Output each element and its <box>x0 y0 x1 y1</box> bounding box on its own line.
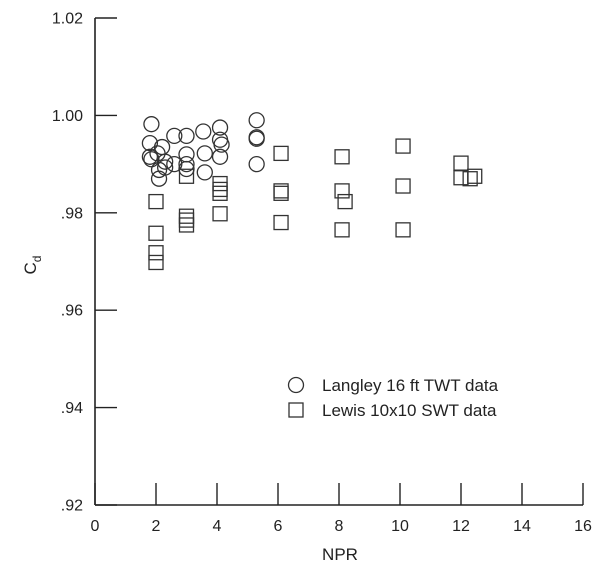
data-point-square <box>395 138 411 154</box>
svg-text:Cd: Cd <box>21 256 44 275</box>
data-point-circle <box>211 119 229 136</box>
x-axis-ticks: 0 2 4 6 8 10 12 14 16 <box>91 483 592 535</box>
data-point-circle <box>248 112 265 129</box>
data-point-circle <box>166 155 183 173</box>
data-point-circle <box>196 164 213 181</box>
y-axis-title-subscript: d <box>30 256 44 263</box>
data-point-circle <box>248 130 265 147</box>
data-point-square <box>273 214 289 231</box>
data-point-square <box>395 222 411 238</box>
x-tick-label: 10 <box>391 518 409 535</box>
data-point-circle <box>248 155 265 173</box>
legend-label-lewis: Lewis 10x10 SWT data <box>322 401 497 420</box>
y-tick-label: .98 <box>61 205 83 222</box>
data-point-square <box>178 212 195 228</box>
y-axis-title: Cd <box>21 256 44 275</box>
data-point-circle <box>196 145 213 162</box>
data-point-circle <box>150 170 168 187</box>
y-tick-label: .96 <box>61 303 83 320</box>
x-tick-label: 0 <box>91 518 100 535</box>
data-point-square <box>148 193 164 210</box>
data-point-square <box>148 254 164 271</box>
data-point-circle <box>141 148 159 165</box>
data-point-square <box>334 222 350 238</box>
legend-marker-square <box>288 402 304 418</box>
data-point-square <box>453 170 469 186</box>
x-tick-label: 6 <box>274 518 283 535</box>
data-point-circle <box>143 116 160 133</box>
y-axis-title-main: C <box>21 262 40 274</box>
data-point-square <box>334 149 350 165</box>
y-axis-ticks: .92 .94 .96 .98 1.00 1.02 <box>52 11 117 515</box>
x-tick-label: 2 <box>152 518 161 535</box>
data-point-square <box>467 168 483 184</box>
data-point-square <box>462 171 478 187</box>
legend-label-langley: Langley 16 ft TWT data <box>322 376 499 395</box>
data-point-square <box>178 208 195 224</box>
x-tick-label: 8 <box>335 518 344 535</box>
data-point-square <box>395 178 411 194</box>
data-point-circle <box>143 151 160 168</box>
data-point-circle <box>178 155 195 173</box>
data-point-square <box>273 185 289 201</box>
y-tick-label: 1.02 <box>52 11 83 28</box>
data-point-square <box>212 181 228 198</box>
legend: Langley 16 ft TWT data Lewis 10x10 SWT d… <box>287 376 499 420</box>
x-tick-label: 12 <box>452 518 470 535</box>
data-point-circle <box>156 153 174 170</box>
data-point-circle <box>211 148 229 165</box>
y-tick-label: .92 <box>61 498 83 515</box>
data-points <box>141 112 483 271</box>
data-point-square <box>148 245 164 261</box>
data-point-square <box>178 217 195 233</box>
data-point-square <box>453 155 469 171</box>
x-tick-label: 16 <box>574 518 592 535</box>
x-tick-label: 4 <box>213 518 222 535</box>
data-point-circle <box>178 127 195 145</box>
data-point-square <box>212 185 228 201</box>
data-point-square <box>178 168 195 184</box>
y-tick-label: 1.00 <box>52 108 83 125</box>
axes <box>94 18 583 506</box>
data-point-square <box>212 175 228 192</box>
data-point-square <box>337 193 353 210</box>
x-tick-label: 14 <box>513 518 531 535</box>
x-axis-title: NPR <box>322 545 358 564</box>
data-point-circle <box>166 127 183 145</box>
y-tick-label: .94 <box>61 400 83 417</box>
data-point-circle <box>213 136 230 153</box>
data-point-square <box>212 206 228 222</box>
data-point-square <box>273 145 289 162</box>
data-point-square <box>148 225 164 241</box>
data-point-square <box>334 183 350 199</box>
data-point-circle <box>156 159 174 176</box>
data-point-circle <box>195 123 212 140</box>
legend-marker-circle <box>287 376 305 394</box>
data-point-circle <box>248 129 265 146</box>
